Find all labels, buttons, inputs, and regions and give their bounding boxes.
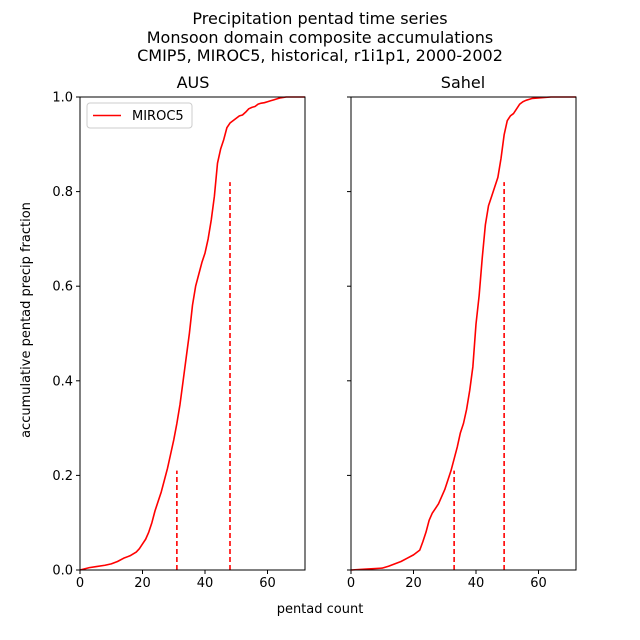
x-tick-label: 60 (259, 576, 276, 591)
x-tick-label: 20 (405, 576, 422, 591)
x-tick-label: 0 (347, 576, 355, 591)
axes-frame (79, 96, 306, 571)
y-tick-label: 0.8 (52, 185, 73, 200)
axes-frame (350, 96, 577, 571)
panel-title-aus: AUS (177, 73, 210, 92)
series-line-miroc5 (350, 96, 576, 571)
legend-label: MIROC5 (132, 109, 184, 124)
x-tick-label: 0 (76, 576, 84, 591)
y-tick-label: 1.0 (52, 91, 73, 106)
y-tick-label: 0.0 (52, 564, 73, 579)
panel-sahel: Sahel 0 20 40 60 (347, 73, 577, 591)
y-tick-label: 0.6 (52, 280, 73, 295)
y-tick-label: 0.2 (52, 469, 73, 484)
x-tick-label: 60 (530, 576, 547, 591)
x-tick-label: 40 (197, 576, 214, 591)
y-tick-label: 0.4 (52, 374, 73, 389)
figure-title-line-3: CMIP5, MIROC5, historical, r1i1p1, 2000-… (137, 46, 503, 65)
legend: MIROC5 (86, 102, 193, 129)
panel-title-sahel: Sahel (441, 73, 485, 92)
y-axis-label: accumulative pentad precip fraction (19, 202, 34, 438)
figure-title-line-2: Monsoon domain composite accumulations (147, 28, 493, 47)
x-tick-label: 20 (134, 576, 151, 591)
figure-title-line-1: Precipitation pentad time series (192, 9, 447, 28)
legend-box (86, 102, 193, 129)
series-line-miroc5 (79, 96, 305, 571)
x-axis-label: pentad count (277, 602, 364, 617)
panel-aus: AUS 0 20 40 60 0.0 0.2 0.4 0.6 0.8 1.0 MIROC5 (52, 73, 306, 591)
x-tick-label: 40 (468, 576, 485, 591)
